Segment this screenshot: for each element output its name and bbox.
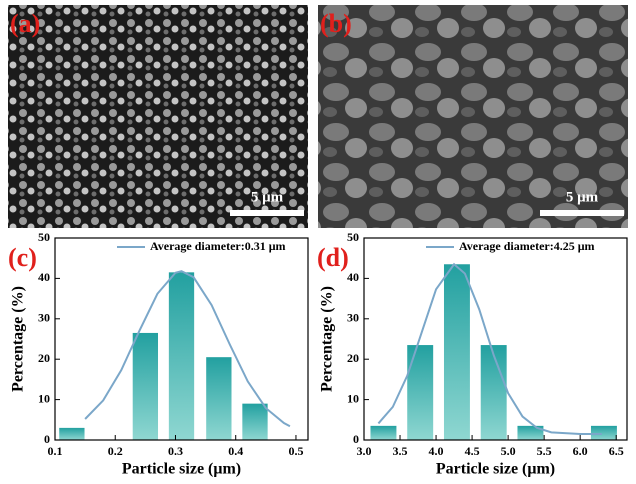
x-tick-label: 0.3 [168,444,183,458]
bar [59,427,85,440]
scale-bar [230,210,304,216]
x-tick-label: 5.0 [501,444,516,458]
y-tick-label: 50 [38,230,50,244]
bar [168,272,195,440]
bar [242,403,268,440]
fit-curve [377,262,602,435]
y-tick-label: 50 [347,230,359,244]
x-axis-label: Particle size (μm) [436,461,555,478]
bar [590,425,617,440]
x-tick-label: 3.5 [393,444,408,458]
x-axis-label: Particle size (μm) [122,461,241,478]
plot-frame [363,237,628,441]
plot-frame [54,237,309,441]
x-tick-label: 5.5 [537,444,552,458]
bar [443,264,470,440]
y-tick-label: 30 [38,311,50,325]
x-tick-label: 6.0 [573,444,588,458]
x-tick-label: 6.5 [609,444,624,458]
panel-label: (b) [320,9,352,38]
bar [206,357,232,440]
scale-label: 5 μm [566,189,599,205]
y-tick-label: 20 [347,351,359,365]
y-tick-label: 30 [347,311,359,325]
x-tick-label: 0.5 [288,444,303,458]
x-tick-label: 0.1 [48,444,63,458]
bar [132,332,159,440]
y-tick-label: 10 [38,391,50,405]
legend-label: Average diameter:0.31 μm [150,239,286,253]
y-axis-label: Percentage (%) [319,286,336,392]
y-tick-label: 20 [38,351,50,365]
y-tick-label: 40 [38,270,50,284]
bar [407,345,434,440]
y-tick-label: 0 [44,432,50,446]
x-tick-label: 0.4 [228,444,243,458]
sem-image [318,5,628,228]
legend-label: Average diameter:4.25 μm [459,239,595,253]
bar [517,425,544,440]
y-tick-label: 0 [353,432,359,446]
fit-curve [84,270,291,428]
bar [480,345,507,440]
scale-label: 5 μm [251,189,284,205]
scale-bar [540,210,624,216]
panel-label: (a) [10,9,40,38]
x-tick-label: 4.0 [429,444,444,458]
y-tick-label: 40 [347,270,359,284]
x-tick-label: 4.5 [465,444,480,458]
x-tick-label: 0.2 [108,444,123,458]
bar [370,425,397,440]
y-tick-label: 10 [347,391,359,405]
panel-label: (c) [8,243,37,272]
y-axis-label: Percentage (%) [10,286,27,392]
x-tick-label: 3.0 [357,444,372,458]
sem-image [8,5,308,228]
panel-label: (d) [317,243,349,272]
